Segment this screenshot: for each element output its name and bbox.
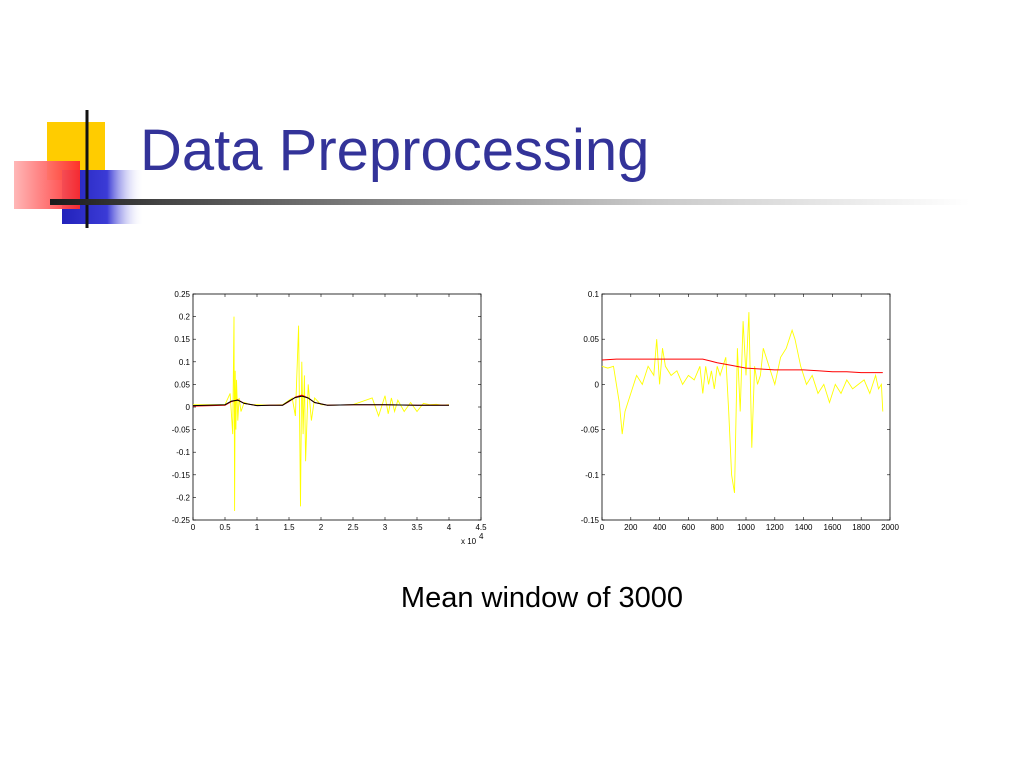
chart-1-x-multiplier: x 10 (461, 537, 477, 546)
chart-2-y-tick-label: -0.15 (581, 516, 600, 525)
chart-1-x-tick-label: 4.5 (475, 523, 487, 532)
chart-1-x-tick-label: 0.5 (219, 523, 231, 532)
chart-1-y-tick-label: 0.2 (179, 313, 191, 322)
slide-logo (0, 100, 150, 240)
chart-2-x-tick-label: 200 (624, 523, 638, 532)
chart-1-y-tick-label: -0.25 (172, 516, 191, 525)
chart-2-x-tick-label: 400 (653, 523, 667, 532)
chart-full-signal: 0 0.5 1 1.5 2 2.5 3 3.5 4 4.5 0.25 0.2 0.15 0.1 0.05 0-… (150, 282, 500, 552)
chart-2-y-tick-label: 0 (595, 380, 600, 389)
chart-1-x-multiplier-exponent: 4 (479, 532, 484, 541)
chart-1-y-tick-label: -0.15 (172, 471, 191, 480)
chart-1-x-tick-label: 0 (191, 523, 196, 532)
chart-2-x-tick-label: 1200 (766, 523, 784, 532)
chart-2-y-tick-label: -0.1 (585, 471, 599, 480)
slide-title: Data Preprocessing (140, 118, 650, 183)
chart-1-x-tick-label: 3 (383, 523, 388, 532)
chart-2-x-tick-label: 600 (682, 523, 696, 532)
chart-1-y-tick-label: -0.05 (172, 426, 191, 435)
chart-1-series-0-line (193, 316, 450, 512)
chart-full-signal-svg: 0 0.5 1 1.5 2 2.5 3 3.5 4 4.50.250.20.150.10.050-… (172, 290, 487, 546)
chart-2-x-tick-label: 1800 (852, 523, 870, 532)
chart-2-x-tick-label: 1600 (824, 523, 842, 532)
chart-2-x-tick-label: 0 (600, 523, 605, 532)
chart-2-y-tick-label: -0.05 (581, 426, 600, 435)
chart-1-y-tick-label: 0.15 (174, 335, 190, 344)
chart-2-series-1-line (601, 358, 883, 374)
chart-2-y-tick-label: 0.1 (588, 290, 600, 299)
chart-2-x-tick-label: 2000 (881, 523, 899, 532)
chart-2-x-tick-label: 1400 (795, 523, 813, 532)
title-underline (50, 199, 970, 205)
chart-1-y-tick-label: 0.1 (179, 358, 191, 367)
chart-2-series-0-line (601, 312, 884, 493)
chart-1-y-tick-label: 0 (186, 403, 191, 412)
chart-1-y-tick-label: -0.1 (176, 448, 190, 457)
chart-1-x-tick-label: 1.5 (283, 523, 295, 532)
chart-1-y-tick-label: 0.25 (174, 290, 190, 299)
chart-zoomed-signal: 0 200 400 600 800 1000 1200 1400 1600 1800 2000 0.1… (560, 282, 910, 532)
chart-zoomed-signal-svg: 0 200 400 600 800 1000 1200 1400 1600 1800 2000 0.1… (581, 290, 900, 532)
chart-1-x-tick-label: 2.5 (347, 523, 359, 532)
chart-1-y-tick-label: 0.05 (174, 380, 190, 389)
chart-1-y-tick-label: -0.2 (176, 493, 190, 502)
chart-2-x-tick-label: 1000 (737, 523, 755, 532)
slide-caption: Mean window of 3000 (400, 582, 684, 614)
chart-1-x-tick-label: 2 (319, 523, 324, 532)
chart-1-series-2-line (192, 395, 449, 407)
chart-1-x-tick-label: 1 (255, 523, 260, 532)
chart-1-plot-area (192, 293, 482, 521)
chart-2-y-tick-label: 0.05 (583, 335, 599, 344)
chart-2-x-tick-label: 800 (711, 523, 725, 532)
chart-1-x-tick-label: 3.5 (411, 523, 423, 532)
chart-2-plot-area (601, 293, 891, 521)
chart-1-x-tick-label: 4 (447, 523, 452, 532)
